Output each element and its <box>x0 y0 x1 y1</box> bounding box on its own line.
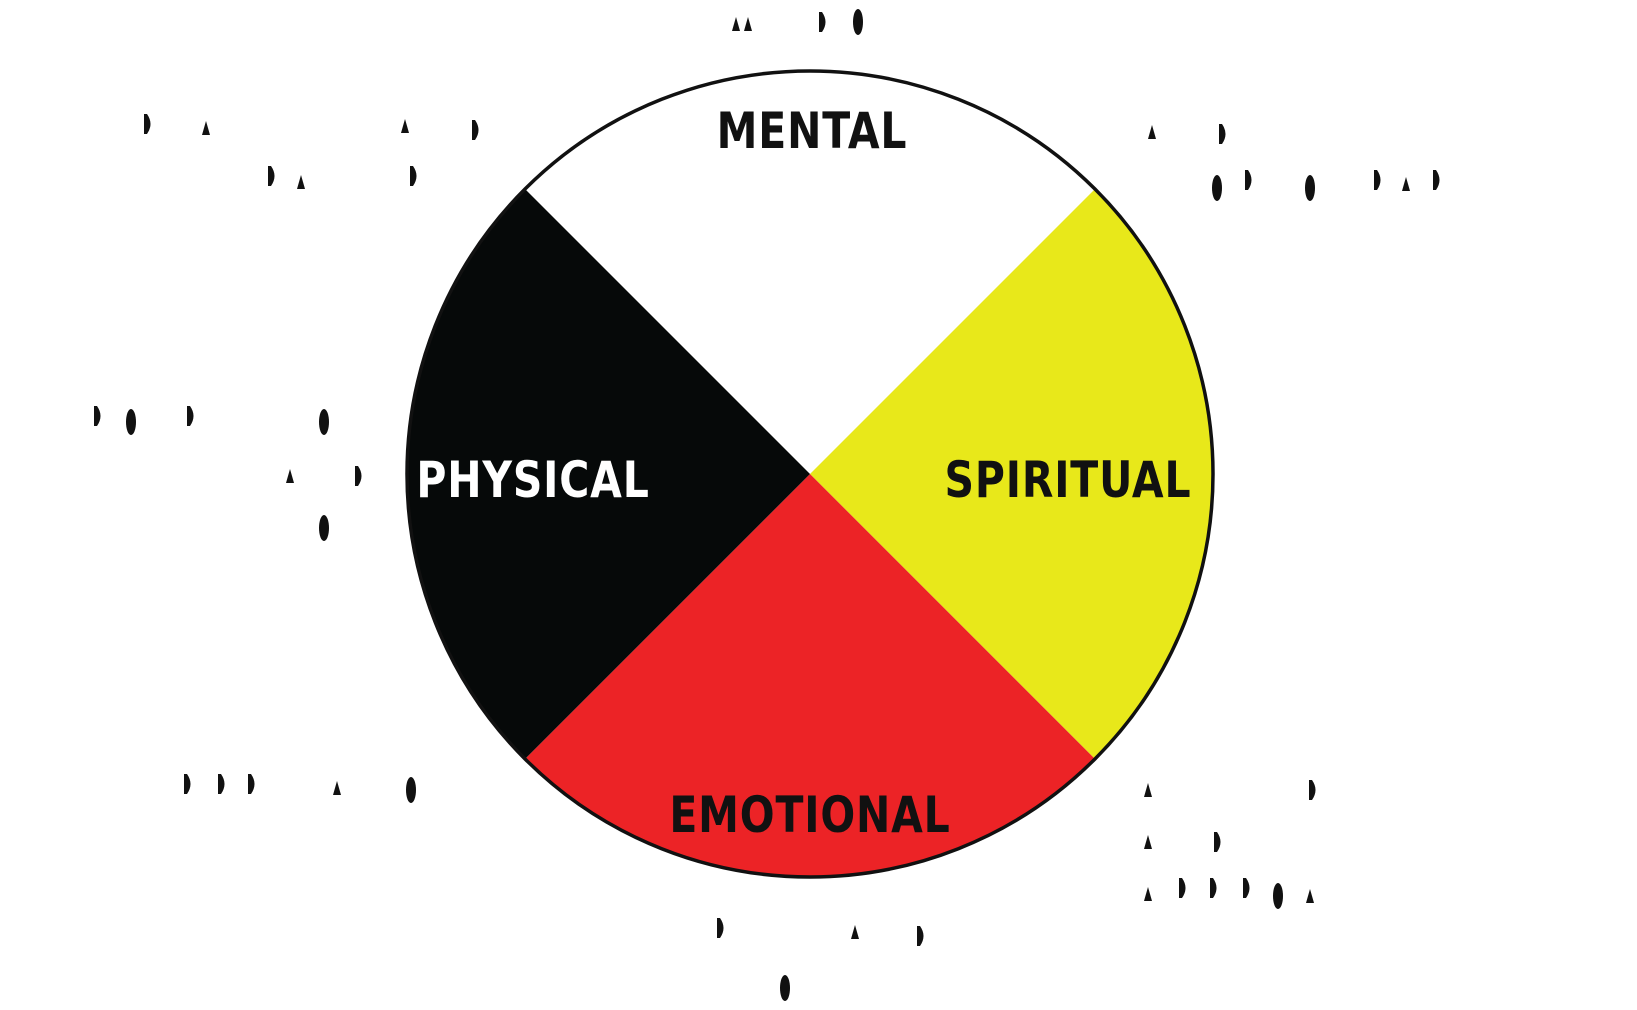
scatter-triangle <box>1144 887 1152 901</box>
scatter-triangle <box>333 781 341 795</box>
scatter-half-round <box>1219 124 1226 144</box>
decorative-scatter-marks <box>94 9 1440 1001</box>
wheel-outline <box>405 69 1215 879</box>
scatter-dot <box>406 777 416 803</box>
scatter-half-round <box>1210 878 1217 898</box>
scatter-triangle <box>851 925 859 939</box>
scatter-half-round <box>410 166 417 186</box>
scatter-half-round <box>1179 878 1186 898</box>
label-emotional: EMOTIONAL <box>669 786 950 844</box>
scatter-half-round <box>1214 832 1221 852</box>
scatter-dot <box>1212 175 1222 201</box>
scatter-half-round <box>94 406 101 426</box>
scatter-triangle <box>1306 889 1314 903</box>
scatter-half-round <box>184 774 191 794</box>
scatter-half-round <box>1374 170 1381 190</box>
scatter-half-round <box>1309 780 1316 800</box>
scatter-half-round <box>268 166 275 186</box>
scatter-dot <box>319 515 329 541</box>
scatter-half-round <box>355 466 362 486</box>
scatter-triangle <box>297 175 305 189</box>
scatter-triangle <box>732 17 740 31</box>
quadrant-physical <box>406 189 810 759</box>
scatter-half-round <box>248 774 255 794</box>
scatter-half-round <box>187 406 194 426</box>
scatter-half-round <box>917 926 924 946</box>
scatter-triangle <box>286 469 294 483</box>
scatter-triangle <box>202 121 210 135</box>
scatter-dot <box>1305 175 1315 201</box>
label-mental: MENTAL <box>717 102 908 160</box>
scatter-triangle <box>1148 125 1156 139</box>
scatter-dot <box>126 409 136 435</box>
scatter-half-round <box>472 120 479 140</box>
scatter-triangle <box>401 119 409 133</box>
scatter-dot <box>853 9 863 35</box>
quadrant-emotional <box>525 474 1095 878</box>
label-spiritual: SPIRITUAL <box>945 451 1192 509</box>
scatter-half-round <box>144 114 151 134</box>
scatter-triangle <box>1402 177 1410 191</box>
scatter-dot <box>319 409 329 435</box>
scatter-triangle <box>1144 835 1152 849</box>
scatter-dot <box>1273 883 1283 909</box>
scatter-triangle <box>1144 783 1152 797</box>
scatter-half-round <box>218 774 225 794</box>
quadrant-spiritual <box>810 189 1214 759</box>
scatter-half-round <box>1243 878 1250 898</box>
scatter-dot <box>780 975 790 1001</box>
quadrant-mental <box>525 70 1095 474</box>
label-physical: PHYSICAL <box>416 451 649 509</box>
scatter-triangle <box>744 17 752 31</box>
scatter-half-round <box>717 918 724 938</box>
scatter-half-round <box>1245 170 1252 190</box>
scatter-half-round <box>819 12 826 32</box>
scatter-half-round <box>1433 170 1440 190</box>
